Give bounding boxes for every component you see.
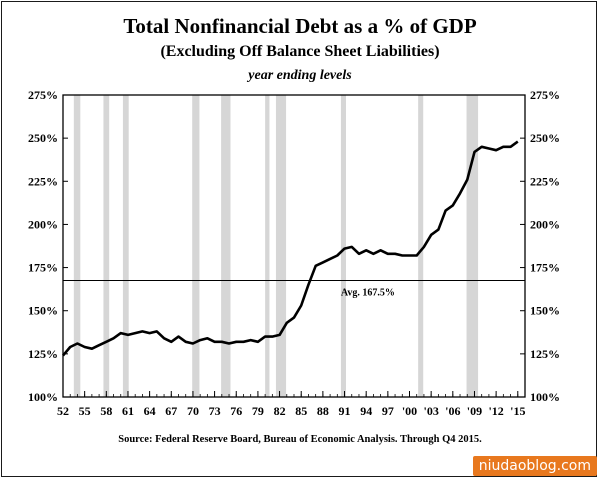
x-tick-label: 82 — [274, 404, 286, 418]
x-tick-label: '06 — [445, 404, 460, 418]
watermark: niudaoblog.com — [472, 456, 597, 476]
x-tick-label: 55 — [79, 404, 91, 418]
recession-bands — [73, 95, 479, 397]
x-tick-label: 91 — [339, 404, 351, 418]
y-tick-label-right: 150% — [530, 304, 560, 318]
x-tick-label: 76 — [230, 404, 242, 418]
axes: 100% 100% 125% 125% 150% 150% 175% 175% 200% 200%… — [28, 88, 560, 418]
chart-note: year ending levels — [248, 68, 352, 83]
y-tick-label-right: 200% — [530, 217, 560, 231]
recession-band-7 — [340, 95, 346, 397]
recession-band-2 — [122, 95, 129, 397]
x-tick-label: '03 — [423, 404, 438, 418]
x-tick-label: '09 — [467, 404, 482, 418]
y-tick-label-right: 175% — [530, 261, 560, 275]
recession-band-1 — [103, 95, 110, 397]
recession-band-5 — [265, 95, 270, 397]
x-tick-label: 79 — [252, 404, 264, 418]
plot-area — [62, 94, 526, 398]
debt-series-line — [62, 140, 519, 357]
recession-band-3 — [192, 95, 200, 397]
x-tick-label: '12 — [488, 404, 503, 418]
y-tick-label-left: 200% — [28, 217, 58, 231]
x-tick-label: 64 — [144, 404, 156, 418]
x-tick-label: '00 — [402, 404, 417, 418]
x-tick-label: 61 — [122, 404, 134, 418]
x-tick-label: 58 — [100, 404, 112, 418]
recession-band-9 — [466, 95, 479, 397]
y-tick-label-left: 275% — [28, 88, 58, 102]
x-tick-label: 70 — [187, 404, 199, 418]
y-tick-label-left: 150% — [28, 304, 58, 318]
x-tick-label: 52 — [57, 404, 69, 418]
x-tick-label: '15 — [510, 404, 525, 418]
average-label: Avg. 167.5% — [341, 288, 395, 299]
x-tick-label: 94 — [360, 404, 372, 418]
y-tick-label-left: 125% — [28, 347, 58, 361]
y-tick-label-left: 225% — [28, 174, 58, 188]
chart-subtitle: (Excluding Off Balance Sheet Liabilities… — [160, 43, 440, 60]
x-tick-label: 97 — [382, 404, 394, 418]
y-tick-label-right: 225% — [530, 174, 560, 188]
source-note: Source: Federal Reserve Board, Bureau of… — [118, 434, 482, 445]
x-tick-label: 88 — [317, 404, 329, 418]
y-tick-label-right: 250% — [530, 131, 560, 145]
chart-title: Total Nonfinancial Debt as a % of GDP — [123, 14, 477, 38]
y-tick-label-right: 275% — [530, 88, 560, 102]
y-tick-label-right: 100% — [530, 390, 560, 404]
y-tick-label-left: 100% — [28, 390, 58, 404]
y-tick-label-left: 175% — [28, 261, 58, 275]
x-tick-label: 73 — [209, 404, 221, 418]
y-tick-label-right: 125% — [530, 347, 560, 361]
x-tick-label: 85 — [295, 404, 307, 418]
x-tick-label: 67 — [165, 404, 177, 418]
y-tick-label-left: 250% — [28, 131, 58, 145]
recession-band-8 — [418, 95, 424, 397]
recession-band-4 — [221, 95, 231, 397]
recession-band-0 — [73, 95, 81, 397]
recession-band-6 — [275, 95, 287, 397]
